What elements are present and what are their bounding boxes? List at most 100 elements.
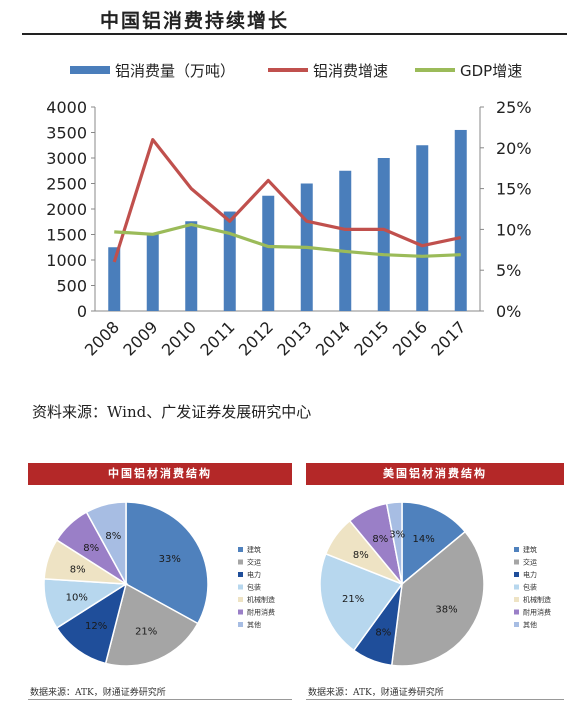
pie-slice-0	[401, 501, 467, 586]
right-tick-label: 0%	[496, 302, 521, 321]
pie-legend-label-6: 其他	[247, 620, 261, 629]
left-tick-label: 1500	[46, 226, 87, 245]
pie-slice-label-3: 21%	[342, 594, 364, 605]
bar-2009	[146, 234, 159, 311]
pie-legend-swatch-2	[238, 572, 243, 577]
pie-legend-label-3: 包装	[247, 583, 261, 592]
pie-legend-label-5: 耐用消费	[247, 608, 275, 617]
pie-legend-swatch-6	[514, 622, 519, 627]
right-tick-label: 20%	[496, 139, 532, 158]
pie-slice-0	[125, 501, 209, 625]
pie-legend-label-6: 其他	[523, 620, 537, 629]
x-tick-label-2009: 2009	[119, 317, 161, 359]
left-tick-label: 500	[56, 277, 87, 296]
pie-slice-1	[390, 530, 485, 667]
aluminum-consumption-chart: 0 500 1000 1500 2000 2500 3000 3500 4000 0% 5% 10% 1…	[46, 62, 532, 360]
x-tick-label-2014: 2014	[312, 317, 354, 359]
aluminum-growth-line	[112, 138, 462, 263]
pie-slice-2	[55, 582, 128, 665]
gdp-growth-line	[114, 222, 461, 258]
pie-slice-1	[104, 582, 199, 667]
pie-legend-swatch-2	[514, 572, 519, 577]
left-tick-label: 4000	[46, 98, 87, 117]
pie-slice-label-1: 21%	[135, 627, 157, 638]
legend-label-2: GDP增速	[460, 62, 522, 80]
x-tick-label-2013: 2013	[273, 317, 315, 359]
bar-2016	[416, 145, 429, 311]
pie-legend-swatch-1	[238, 559, 243, 565]
bar-2010	[185, 221, 198, 311]
bar-2011	[223, 211, 236, 311]
right-tick-label: 25%	[496, 98, 532, 117]
x-tick-label-2017: 2017	[427, 317, 469, 359]
x-tick-label-2012: 2012	[235, 317, 277, 359]
pie-legend-label-4: 机械制造	[247, 595, 275, 604]
x-tick-label-2015: 2015	[350, 317, 392, 359]
pie-slice-6	[85, 501, 127, 585]
pie-slice-label-0: 14%	[413, 534, 435, 545]
pie-legend-label-4: 机械制造	[523, 595, 551, 604]
pie1-title: 中国铝材消费结构	[28, 463, 292, 485]
pie-legend-swatch-4	[514, 597, 519, 602]
pie-slice-6	[385, 501, 403, 585]
pie-legend-swatch-0	[514, 547, 519, 552]
pie-legend-swatch-6	[238, 622, 243, 627]
pie-legend-swatch-5	[514, 609, 519, 615]
main-chart-source: 资料来源：Wind、广发证券发展研究中心	[32, 403, 312, 421]
pie-slice-label-4: 8%	[70, 564, 86, 575]
bar-2015	[377, 158, 390, 311]
left-tick-label: 3500	[46, 124, 87, 143]
pie-slice-label-0: 33%	[159, 554, 181, 565]
pie-slice-label-2: 12%	[85, 621, 107, 632]
pie-legend-swatch-5	[238, 609, 243, 615]
pie-slice-label-6: 3%	[389, 529, 405, 540]
pie2-title: 美国铝材消费结构	[306, 463, 564, 485]
x-tick-label-2008: 2008	[81, 317, 123, 359]
pie-slice-label-3: 10%	[66, 593, 88, 604]
pie-legend-swatch-3	[238, 584, 243, 590]
pie-slice-label-4: 8%	[353, 550, 369, 561]
pie1-bottom-rule	[28, 699, 292, 700]
pie-legend-label-2: 电力	[523, 570, 537, 579]
pie2-source: 数据来源：ATK，财通证券研究所	[308, 688, 444, 698]
pie-legend-label-1: 交运	[247, 558, 261, 567]
left-tick-label: 3000	[46, 149, 87, 168]
pie1-source: 数据来源：ATK，财通证券研究所	[30, 688, 166, 698]
bar-2014	[339, 170, 352, 311]
pie-legend-label-1: 交运	[523, 558, 537, 567]
pie-legend-swatch-0	[238, 547, 243, 552]
pie-legend-swatch-1	[514, 559, 519, 565]
x-tick-label-2010: 2010	[158, 317, 200, 359]
bar-2008	[108, 247, 121, 311]
right-tick-label: 5%	[496, 261, 521, 280]
pie-slice-label-1: 38%	[435, 604, 457, 615]
pie-legend-label-3: 包装	[523, 583, 537, 592]
title-divider	[22, 33, 567, 35]
left-tick-label: 2000	[46, 200, 87, 219]
pie-legend-label-2: 电力	[247, 570, 261, 579]
pie-slice-label-5: 8%	[83, 543, 99, 554]
pie-slice-label-6: 8%	[105, 531, 121, 542]
pie-slice-label-5: 8%	[372, 534, 388, 545]
pie-legend-swatch-3	[514, 584, 519, 590]
pie2-bottom-rule	[306, 699, 564, 700]
pie-legend-label-0: 建筑	[247, 545, 261, 554]
bar-2017	[454, 129, 467, 311]
right-tick-label: 10%	[496, 220, 532, 239]
legend-label-1: 铝消费增速	[313, 62, 388, 80]
pie-legend-label-0: 建筑	[523, 545, 537, 554]
pie-slice-3	[319, 552, 404, 652]
page-title: 中国铝消费持续增长	[100, 10, 290, 32]
x-tick-label-2011: 2011	[196, 317, 238, 359]
left-tick-label: 2500	[46, 175, 87, 194]
left-tick-label: 0	[77, 302, 87, 321]
pie-slice-label-2: 8%	[375, 627, 391, 638]
pie-legend-label-5: 耐用消费	[523, 608, 551, 617]
legend-swatch-consumption	[70, 66, 110, 74]
bar-2012	[262, 195, 275, 311]
pie-legend-swatch-4	[238, 597, 243, 602]
x-tick-label-2016: 2016	[389, 317, 431, 359]
legend-label-0: 铝消费量（万吨）	[115, 62, 235, 80]
